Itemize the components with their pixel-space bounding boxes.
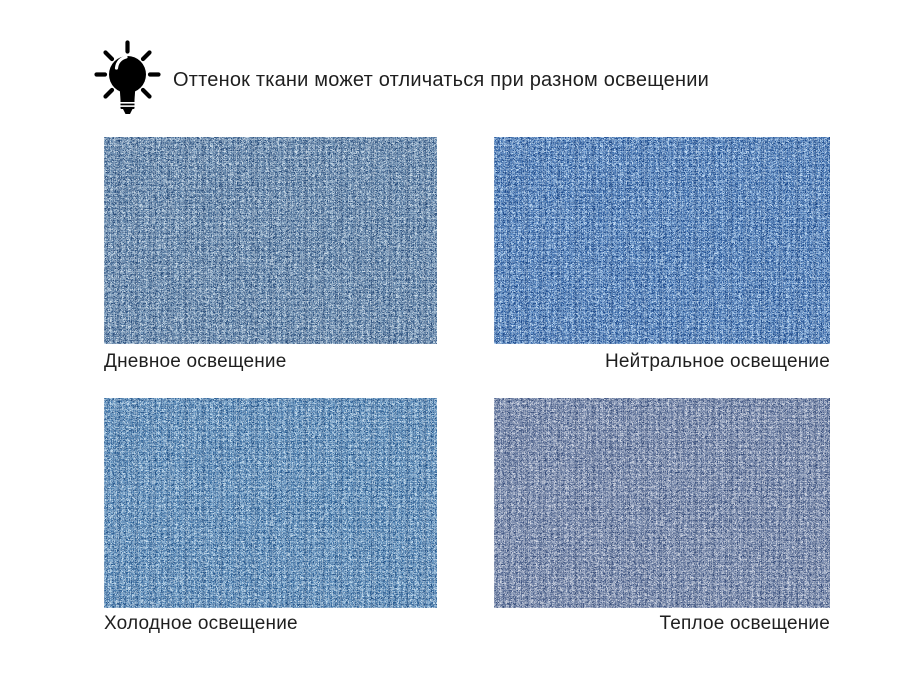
fabric-texture (104, 398, 437, 608)
fabric-photo-cold (104, 398, 437, 608)
fabric-light-threads (104, 398, 437, 608)
fabric-light-threads (494, 137, 830, 344)
lightbulb-icon (94, 40, 161, 114)
fabric-photo-daylight (104, 137, 437, 344)
fabric-texture (494, 137, 830, 344)
lightbulb-rays (94, 40, 161, 99)
fabric-photo-neutral (494, 137, 830, 344)
fabric-texture (104, 137, 437, 344)
note-text: Оттенок ткани может отличаться при разно… (173, 69, 709, 91)
fabric-light-threads (494, 398, 830, 608)
caption-cold: Холодное освещение (104, 613, 298, 634)
caption-neutral: Нейтральное освещение (604, 351, 830, 372)
fabric-photo-warm (494, 398, 830, 608)
caption-daylight: Дневное освещение (104, 351, 287, 372)
lightbulb-details (114, 55, 135, 107)
fabric-light-threads (104, 137, 437, 344)
fabric-texture (494, 398, 830, 608)
lightbulb-body (109, 56, 146, 114)
caption-warm: Теплое освещение (659, 613, 830, 634)
